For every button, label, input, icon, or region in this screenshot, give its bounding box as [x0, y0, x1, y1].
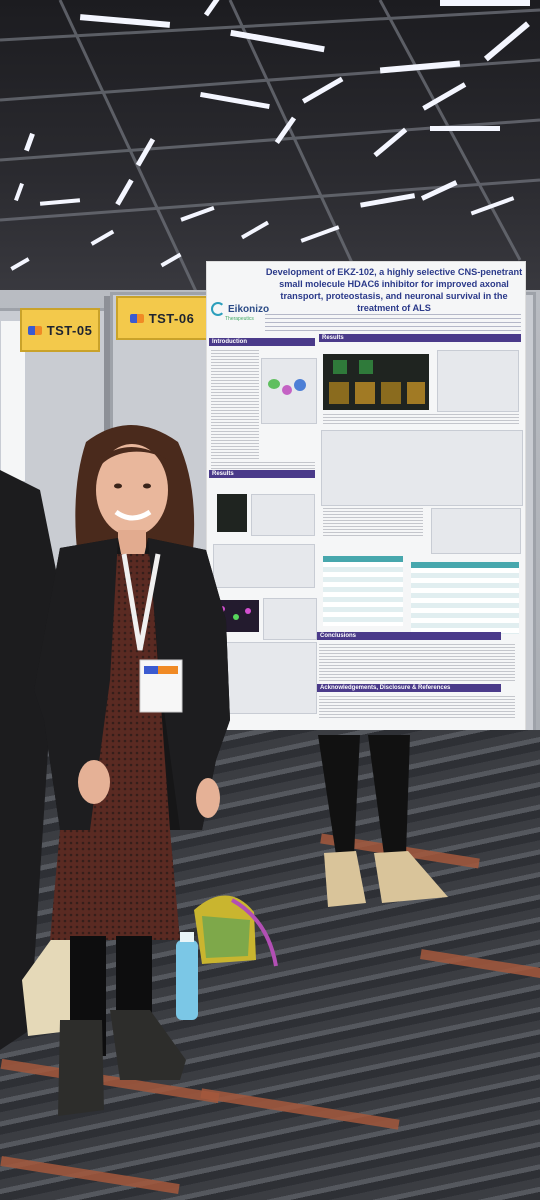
microscopy-panel — [217, 494, 247, 532]
poster-title: Development of EKZ-102, a highly selecti… — [265, 267, 523, 313]
conference-logo-icon — [27, 325, 42, 335]
scientific-poster: Eikonizo Therapeutics Development of EKZ… — [207, 262, 525, 760]
section-results-left: Results — [209, 470, 315, 478]
motor-function-charts — [321, 430, 523, 506]
section-results-right: Results — [319, 334, 521, 342]
neuron-image-grid — [323, 354, 429, 410]
line-graph-1 — [251, 494, 315, 536]
pk-line-chart — [431, 508, 521, 554]
results-subheading — [323, 414, 519, 424]
properties-table — [323, 556, 403, 626]
bar-graphs-2 — [263, 598, 317, 640]
presenter-woman — [34, 425, 230, 1116]
intro-figure — [261, 358, 317, 424]
references-text — [319, 696, 515, 720]
eikonizo-logo-icon — [211, 302, 225, 316]
brand-name: Eikonizo — [228, 303, 270, 315]
section-conclusions: Conclusions — [317, 632, 501, 640]
bar-graphs-1 — [213, 544, 315, 588]
author-list — [265, 314, 521, 332]
booth-tag-tst-05: TST-05 — [20, 308, 100, 352]
intro-text — [211, 350, 259, 460]
ceiling-lights — [0, 0, 540, 301]
ceiling — [0, 0, 540, 301]
section-introduction: Introduction — [209, 338, 315, 346]
brand-subtitle: Therapeutics — [225, 316, 254, 322]
background-person-legs — [318, 735, 448, 907]
left-edge-person — [0, 470, 56, 1050]
booth-number: TST-06 — [148, 310, 195, 326]
safety-table — [411, 562, 519, 634]
survival-bar-chart — [437, 350, 519, 412]
booth-tag-tst-06: TST-06 — [116, 296, 208, 340]
booth-number: TST-05 — [46, 322, 93, 338]
poster-logo: Eikonizo — [211, 302, 269, 316]
conclusions-text — [319, 644, 515, 682]
conference-logo-icon — [129, 313, 144, 323]
section-acknowledgements: Acknowledgements, Disclosure & Reference… — [317, 684, 501, 692]
results-text — [323, 508, 423, 538]
